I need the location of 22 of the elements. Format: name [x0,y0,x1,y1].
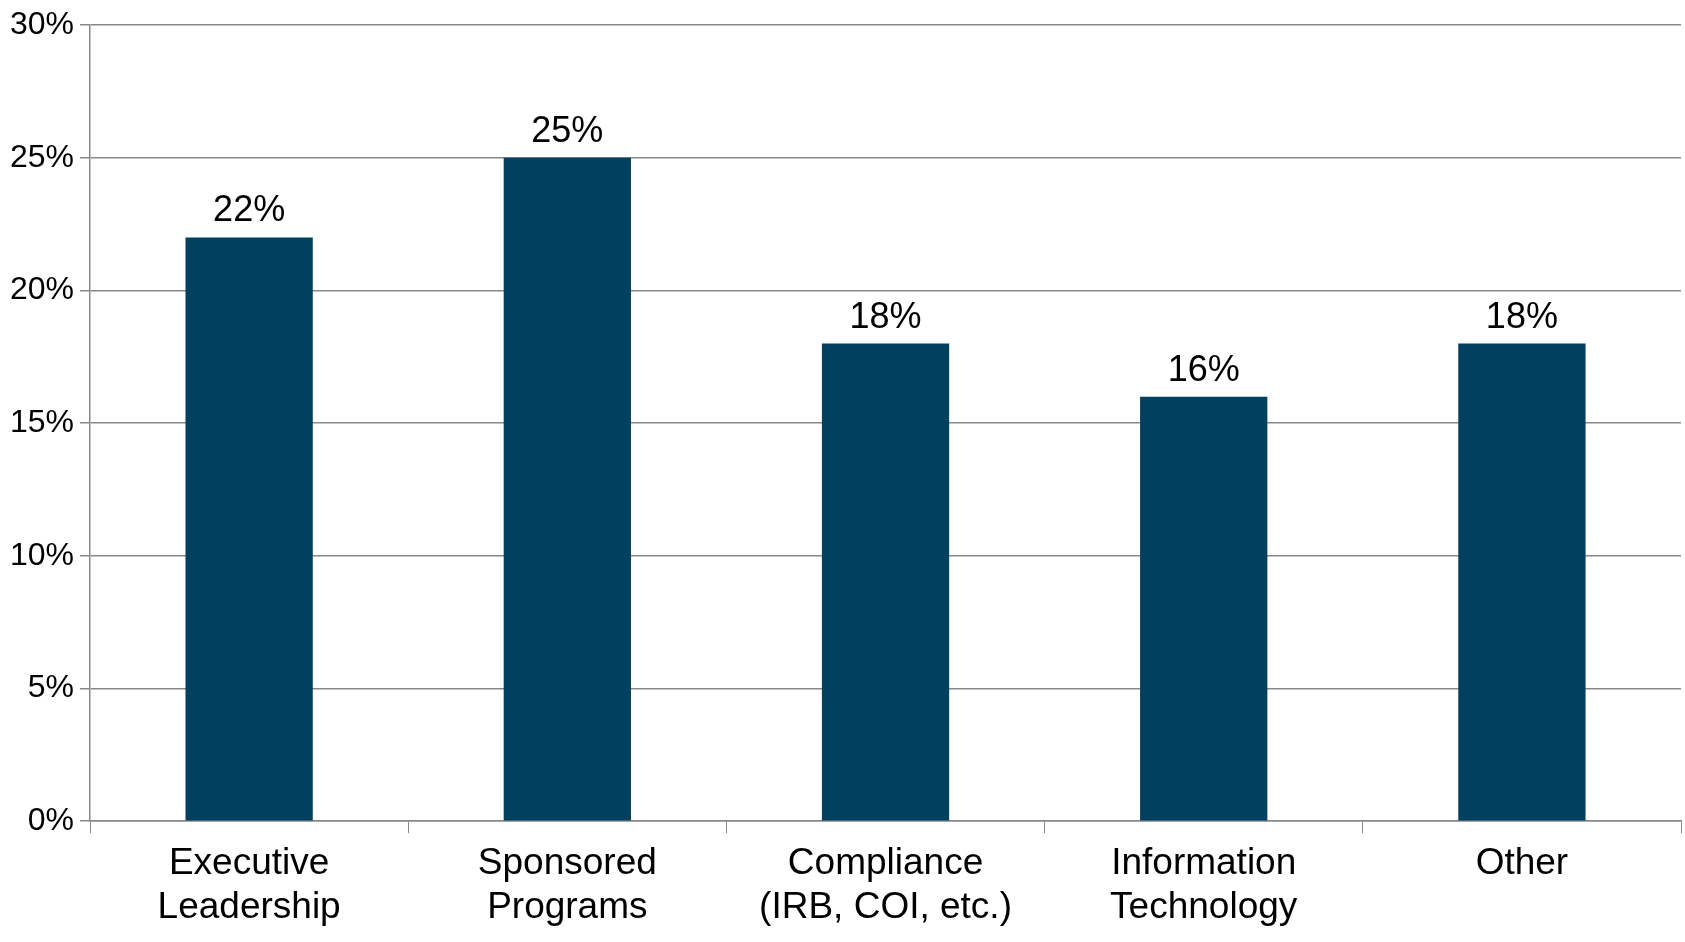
bar [1458,343,1586,821]
y-tick-label: 30% [10,5,75,42]
y-tick-label: 0% [27,801,75,838]
data-label: 18% [1485,294,1558,336]
bar [503,157,631,821]
data-label: 22% [213,188,286,230]
x-tick-label: Other [1475,840,1569,882]
x-tick-label: Sponsored Programs [477,840,657,926]
bar [821,343,950,821]
y-tick-label: 25% [10,137,75,174]
data-label: 25% [531,108,604,150]
y-tick-label: 15% [10,403,75,440]
x-tick-label: Executive Leadership [157,840,341,926]
y-tick-label: 20% [10,270,75,307]
bar [1140,396,1268,821]
x-tick-label: Information Technology [1110,840,1298,926]
data-label: 16% [1167,347,1240,389]
y-tick-label: 10% [10,535,75,572]
y-tick-label: 5% [27,668,75,705]
data-label: 18% [849,294,922,336]
bar [185,237,313,821]
x-tick-label: Compliance (IRB, COI, etc.) [759,840,1012,926]
